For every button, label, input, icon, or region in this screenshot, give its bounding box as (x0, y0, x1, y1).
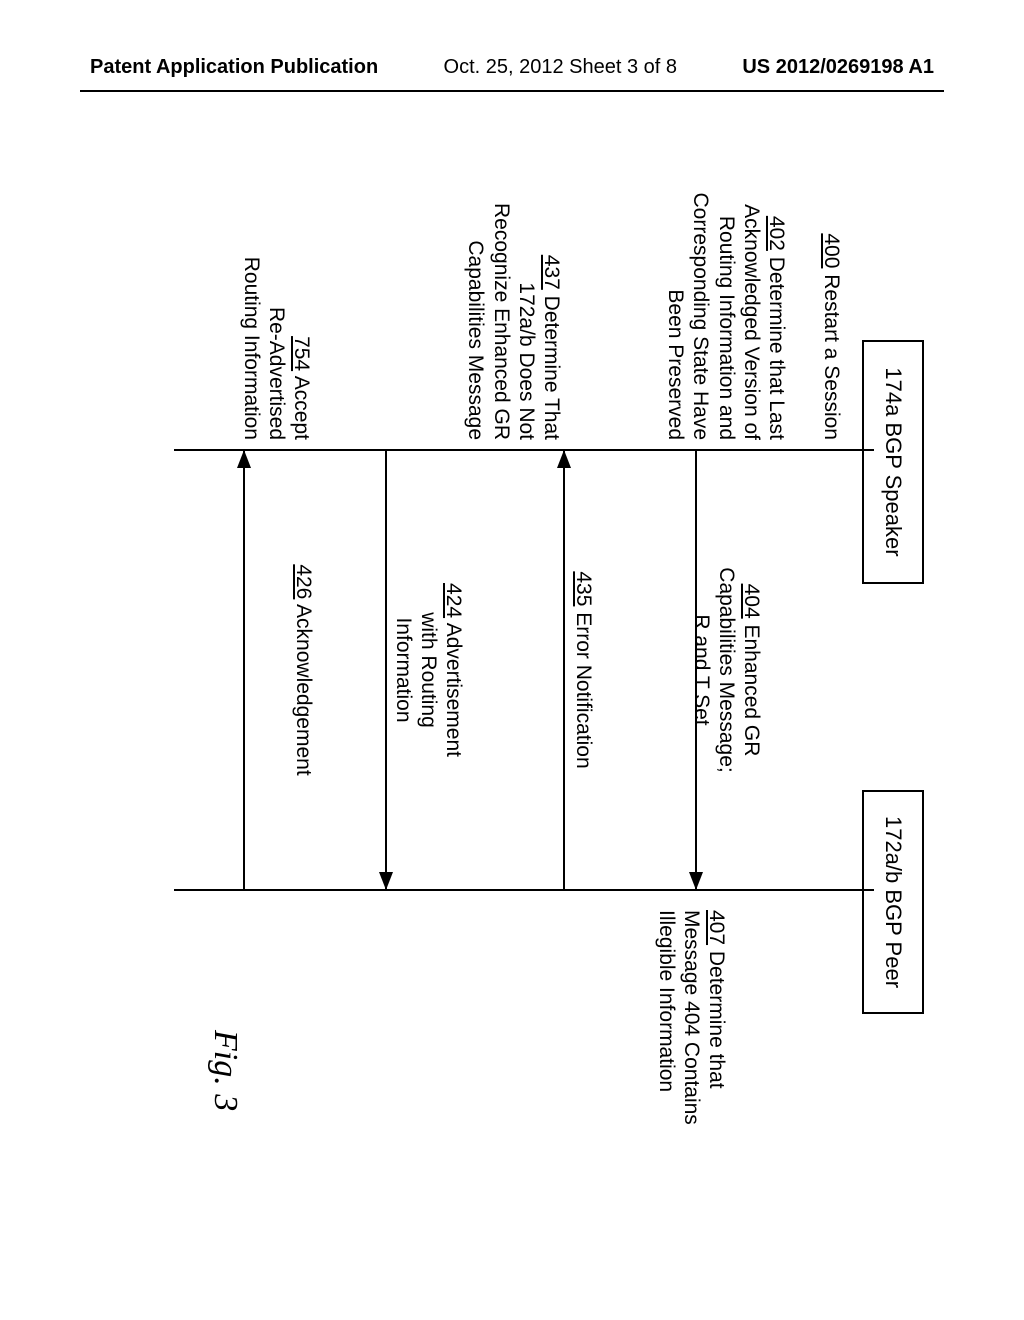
right-note-407: 407 Determine thatMessage 404 ContainsIl… (653, 910, 729, 1210)
left-note-400: 400 Restart a Session (819, 160, 844, 440)
left-note-402: 402 Determine that LastAcknowledged Vers… (663, 160, 789, 440)
message-label-426: 426 Acknowledgement (291, 500, 316, 840)
left-note-754: 754 AcceptRe-AdvertisedRouting Informati… (238, 160, 314, 440)
header-left: Patent Application Publication (90, 56, 378, 79)
header-rule (80, 90, 944, 92)
header-right: US 2012/0269198 A1 (742, 56, 934, 79)
message-label-435: 435 Error Notification (571, 500, 596, 840)
left-note-437: 437 Determine That172a/b Does NotRecogni… (463, 160, 564, 440)
page: Patent Application Publication Oct. 25, … (0, 0, 1024, 1320)
header-mid: Oct. 25, 2012 Sheet 3 of 8 (444, 56, 678, 79)
figure-label: Fig. 3 (206, 1030, 244, 1111)
page-header: Patent Application Publication Oct. 25, … (0, 56, 1024, 79)
sequence-diagram: 174a BGP Speaker172a/b BGP Peer404 Enhan… (90, 160, 934, 1220)
message-label-404: 404 Enhanced GRCapabilities Message;R an… (688, 500, 764, 840)
message-label-424: 424 Advertisementwith RoutingInformation (390, 500, 466, 840)
